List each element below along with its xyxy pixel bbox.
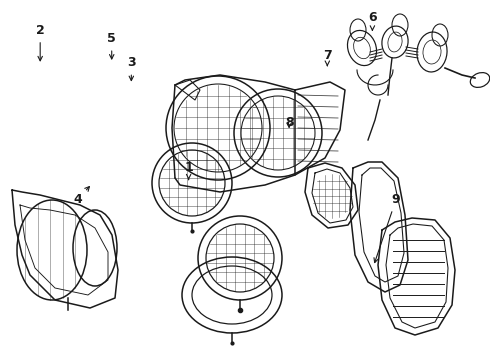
Text: 5: 5 [107, 32, 116, 59]
Text: 9: 9 [374, 193, 400, 262]
Text: 8: 8 [285, 116, 294, 129]
Text: 1: 1 [184, 161, 193, 180]
Text: 3: 3 [127, 57, 136, 81]
Text: 6: 6 [368, 11, 377, 30]
Text: 7: 7 [323, 49, 332, 66]
Text: 2: 2 [36, 24, 45, 61]
Text: 4: 4 [73, 186, 89, 206]
